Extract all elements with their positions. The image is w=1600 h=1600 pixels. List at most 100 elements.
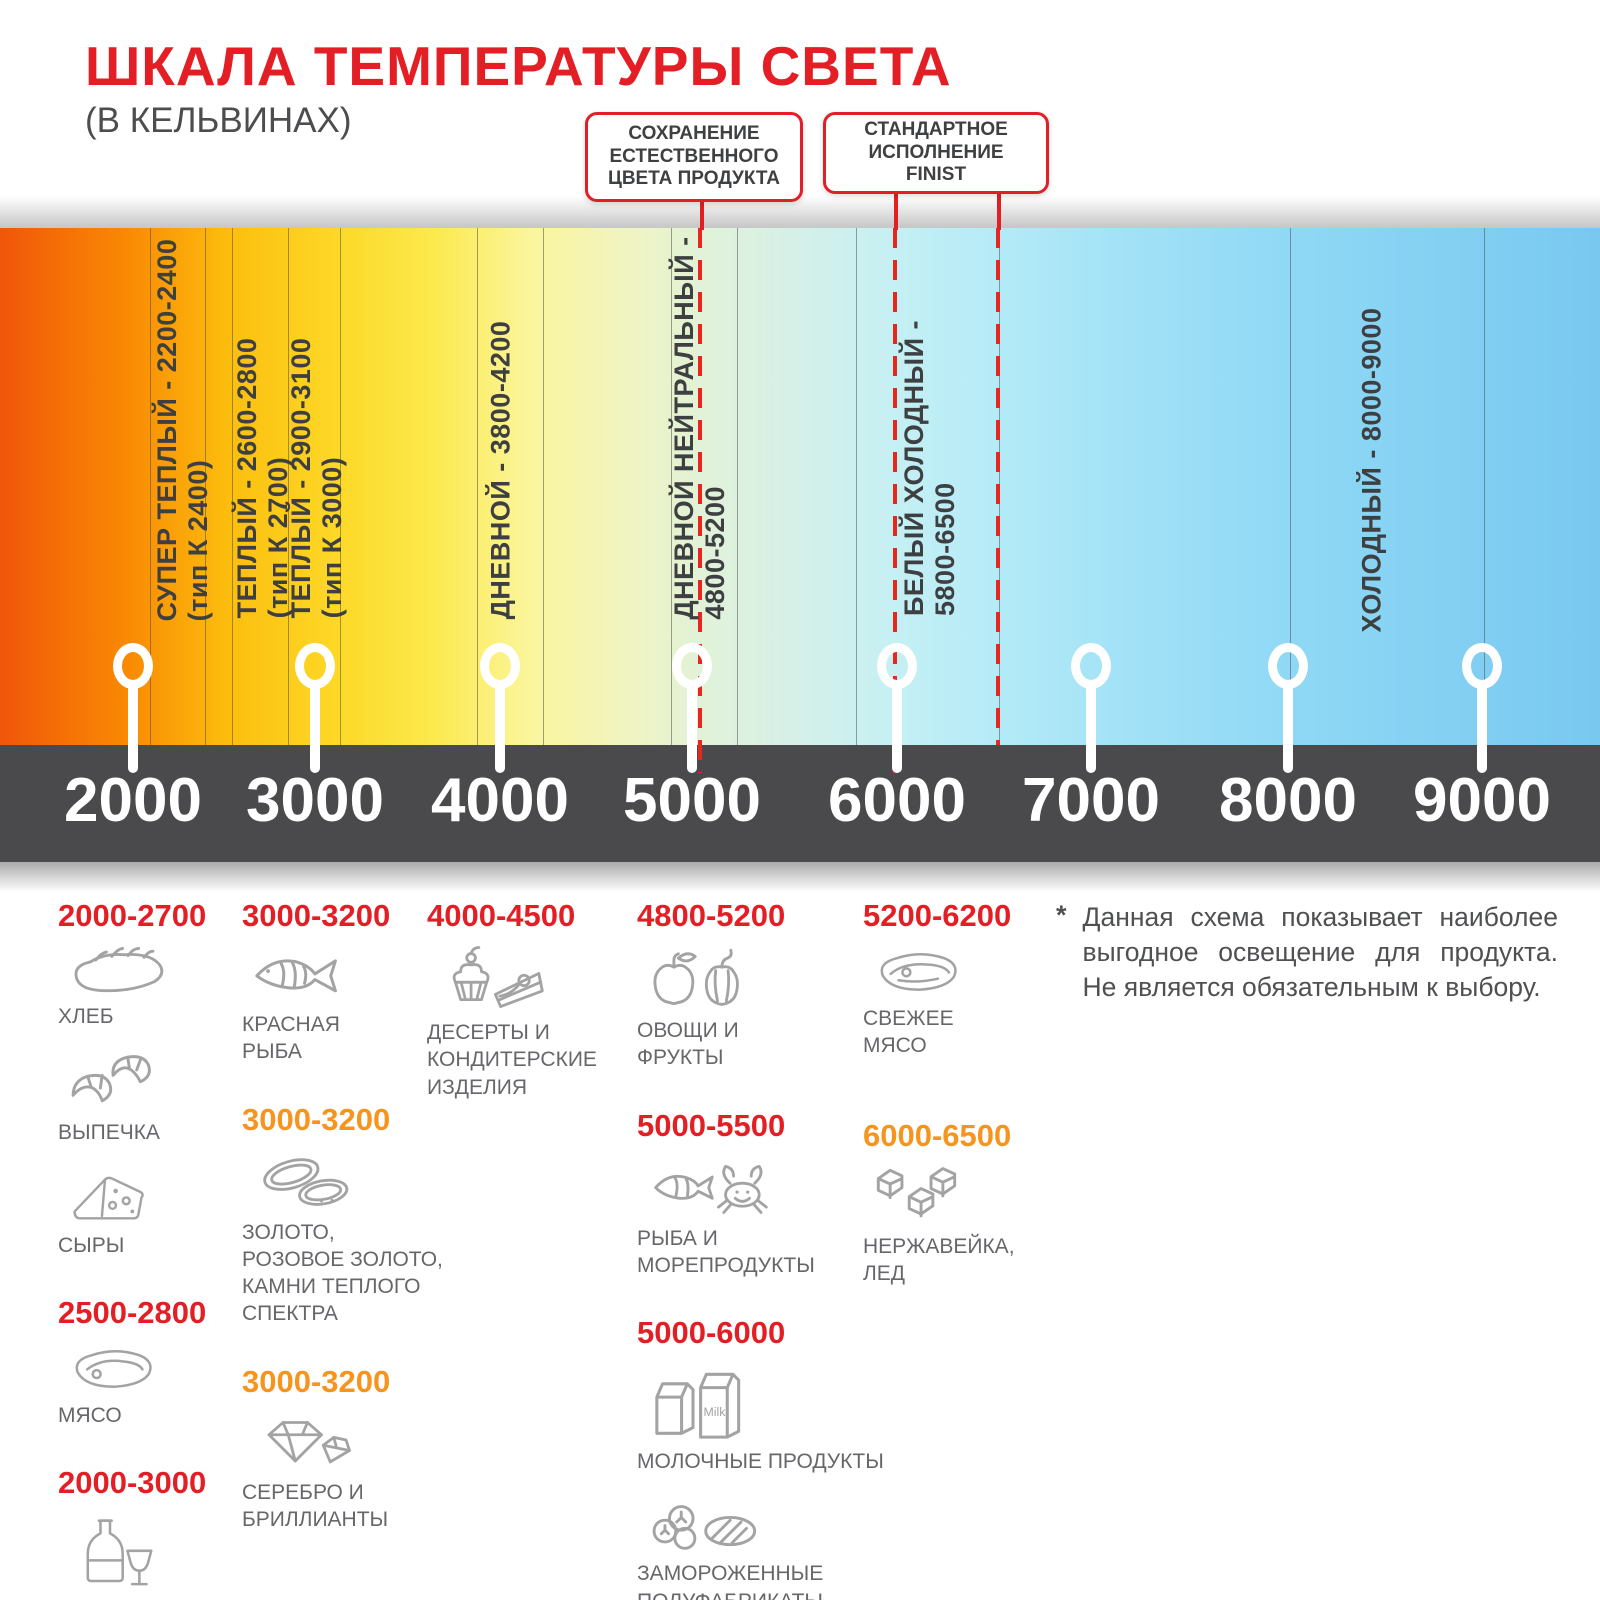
axis-tick-2000: 2000	[64, 766, 202, 835]
dashed-marker-5000	[698, 228, 702, 773]
pin-stem	[495, 687, 505, 773]
gold-rings-icon	[248, 1148, 482, 1215]
page-title: ШКАЛА ТЕМПЕРАТУРЫ СВЕТА	[85, 35, 952, 97]
legend-group: 5000-5500 РЫБА И МОРЕПРОДУКТЫ	[637, 1108, 929, 1280]
callout-leader-line	[894, 186, 898, 230]
band-divider	[150, 228, 151, 745]
dashed-marker-6000	[893, 228, 897, 773]
pin-stem	[892, 687, 902, 773]
axis-tick-6000: 6000	[828, 766, 966, 835]
legend-group: 2000-3000 АКОГОЛЬ	[58, 1465, 243, 1600]
list-item: КРАСНАЯ РЫБА	[242, 944, 482, 1066]
band-divider	[232, 228, 233, 745]
pin-stem	[128, 687, 138, 773]
croissant-icon	[64, 1048, 243, 1115]
dashed-marker-6500	[996, 228, 1000, 745]
legend-column-4: 4800-5200 ОВОЩИ И ФРУКТЫ 5000-5500 РЫБА …	[637, 898, 929, 1600]
pin-ring	[1462, 643, 1502, 689]
legend-group: 3000-3200 КРАСНАЯ РЫБА	[242, 898, 482, 1066]
list-item: ОВОЩИ И ФРУКТЫ	[637, 944, 929, 1072]
item-label: СЕРЕБРО И БРИЛЛИАНТЫ	[242, 1480, 389, 1532]
legend-group: 6000-6500 НЕРЖАВЕЙКА, ЛЕД	[863, 1118, 1068, 1288]
item-label: ЗАМОРОЖЕННЫЕ ПОЛУФАБРИКАТЫ	[637, 1562, 824, 1600]
axis-tick-3000: 3000	[246, 766, 384, 835]
band-divider	[543, 228, 544, 745]
band-divider	[1484, 228, 1485, 745]
vegetables-icon	[643, 944, 929, 1013]
seafood-icon	[643, 1154, 929, 1221]
pin-ring	[1268, 643, 1308, 689]
band-divider	[856, 228, 857, 745]
pin-stem	[1283, 687, 1293, 773]
list-item: НЕРЖАВЕЙКА, ЛЕД	[863, 1164, 1068, 1288]
page-subtitle: (В КЕЛЬВИНАХ)	[85, 101, 352, 140]
legend-group: 3000-3200 СЕРЕБРО И БРИЛЛИАНТЫ	[242, 1364, 482, 1534]
callout-leader-line	[997, 186, 1001, 230]
legend-column-3: 4000-4500 ДЕСЕРТЫ И КОНДИТЕРСКИЕ ИЗДЕЛИЯ	[427, 898, 642, 1137]
callout-finist-standard-text: СТАНДАРТНОЕ ИСПОЛНЕНИЕ FINIST	[864, 118, 1008, 186]
axis-tick-7000: 7000	[1022, 766, 1160, 835]
meat-icon	[64, 1341, 243, 1398]
range-label: 3000-3200	[242, 1363, 391, 1399]
pin-ring	[480, 643, 520, 689]
range-label: 6000-6500	[863, 1117, 1012, 1153]
item-label: ОВОЩИ И ФРУКТЫ	[637, 1019, 739, 1070]
legend-group: 5000-6000 Milk МОЛОЧНЫЕ ПРОДУКТЫ ЗАМОРОЖ…	[637, 1315, 929, 1600]
footnote-asterisk: *	[1056, 900, 1067, 930]
band-divider	[1290, 228, 1291, 745]
footnote: * Данная схема показывает наиболее выгод…	[1056, 900, 1558, 1006]
range-label: 5200-6200	[863, 898, 1012, 933]
legend-group: 4000-4500 ДЕСЕРТЫ И КОНДИТЕРСКИЕ ИЗДЕЛИЯ	[427, 898, 642, 1101]
pin-ring	[672, 643, 712, 689]
band-divider	[671, 228, 672, 745]
item-label: СВЕЖЕЕ МЯСО	[863, 1007, 954, 1058]
item-label: ДЕСЕРТЫ И КОНДИТЕРСКИЕ ИЗДЕЛИЯ	[427, 1021, 597, 1099]
diamonds-icon	[248, 1410, 482, 1475]
list-item: ХЛЕБ	[58, 944, 243, 1030]
item-label: РЫБА И МОРЕПРОДУКТЫ	[637, 1226, 815, 1277]
item-label: СЫРЫ	[58, 1233, 125, 1257]
red-fish-icon	[248, 944, 482, 1007]
band-top-shadow	[0, 196, 1600, 228]
range-label: 2000-2700	[58, 898, 207, 933]
list-item: Milk МОЛОЧНЫЕ ПРОДУКТЫ	[637, 1361, 929, 1475]
legend-group: 4800-5200 ОВОЩИ И ФРУКТЫ	[637, 898, 929, 1072]
pin-stem	[687, 687, 697, 773]
item-label: МОЛОЧНЫЕ ПРОДУКТЫ	[637, 1450, 884, 1474]
list-item: СЫРЫ	[58, 1165, 243, 1259]
band-divider	[340, 228, 341, 745]
list-item: СЕРЕБРО И БРИЛЛИАНТЫ	[242, 1410, 482, 1534]
footnote-text: Данная схема показывает наиболее выгодно…	[1082, 902, 1558, 1003]
kelvin-axis-bar: 2000 3000 4000 5000 6000 7000 8000 9000	[0, 745, 1600, 862]
list-item: МЯСО	[58, 1341, 243, 1429]
legend-group: 3000-3200 ЗОЛОТО, РОЗОВОЕ ЗОЛОТО, КАМНИ …	[242, 1102, 482, 1328]
temperature-gradient-band: СУПЕР ТЕПЛЫЙ - 2200-2400 (тип К 2400) ТЕ…	[0, 228, 1600, 773]
item-label: ВЫПЕЧКА	[58, 1121, 160, 1145]
legend-group: 2500-2800 МЯСО	[58, 1295, 243, 1429]
pin-ring	[113, 643, 153, 689]
callout-natural-color: СОХРАНЕНИЕ ЕСТЕСТВЕННОГО ЦВЕТА ПРОДУКТА	[585, 112, 803, 202]
pin-stem	[1477, 687, 1487, 773]
range-label: 2000-3000	[58, 1465, 207, 1501]
axis-tick-8000: 8000	[1219, 766, 1357, 835]
bar-bottom-shadow	[0, 862, 1600, 892]
callout-natural-color-text: СОХРАНЕНИЕ ЕСТЕСТВЕННОГО ЦВЕТА ПРОДУКТА	[607, 122, 781, 190]
list-item: ДЕСЕРТЫ И КОНДИТЕРСКИЕ ИЗДЕЛИЯ	[427, 944, 642, 1101]
pin-ring	[295, 643, 335, 689]
axis-tick-4000: 4000	[431, 766, 569, 835]
milk-icon: Milk	[643, 1361, 929, 1444]
item-label: НЕРЖАВЕЙКА, ЛЕД	[863, 1234, 1015, 1285]
bread-icon	[64, 944, 243, 999]
callout-leader-line	[700, 194, 704, 230]
ice-icon	[869, 1164, 1068, 1229]
list-item: ВЫПЕЧКА	[58, 1048, 243, 1146]
legend-group: 2000-2700 ХЛЕБ ВЫПЕЧКА СЫРЫ	[58, 898, 243, 1259]
pin-ring	[1071, 643, 1111, 689]
list-item: ЗОЛОТО, РОЗОВОЕ ЗОЛОТО, КАМНИ ТЕПЛОГО СП…	[242, 1148, 482, 1328]
item-label: КРАСНАЯ РЫБА	[242, 1013, 340, 1064]
legend-group: 5200-6200 СВЕЖЕЕ МЯСО	[863, 898, 1068, 1060]
item-label: ХЛЕБ	[58, 1005, 114, 1028]
pin-stem	[1086, 687, 1096, 773]
legend-column-1: 2000-2700 ХЛЕБ ВЫПЕЧКА СЫРЫ 250	[58, 898, 243, 1600]
alcohol-icon	[64, 1511, 243, 1600]
